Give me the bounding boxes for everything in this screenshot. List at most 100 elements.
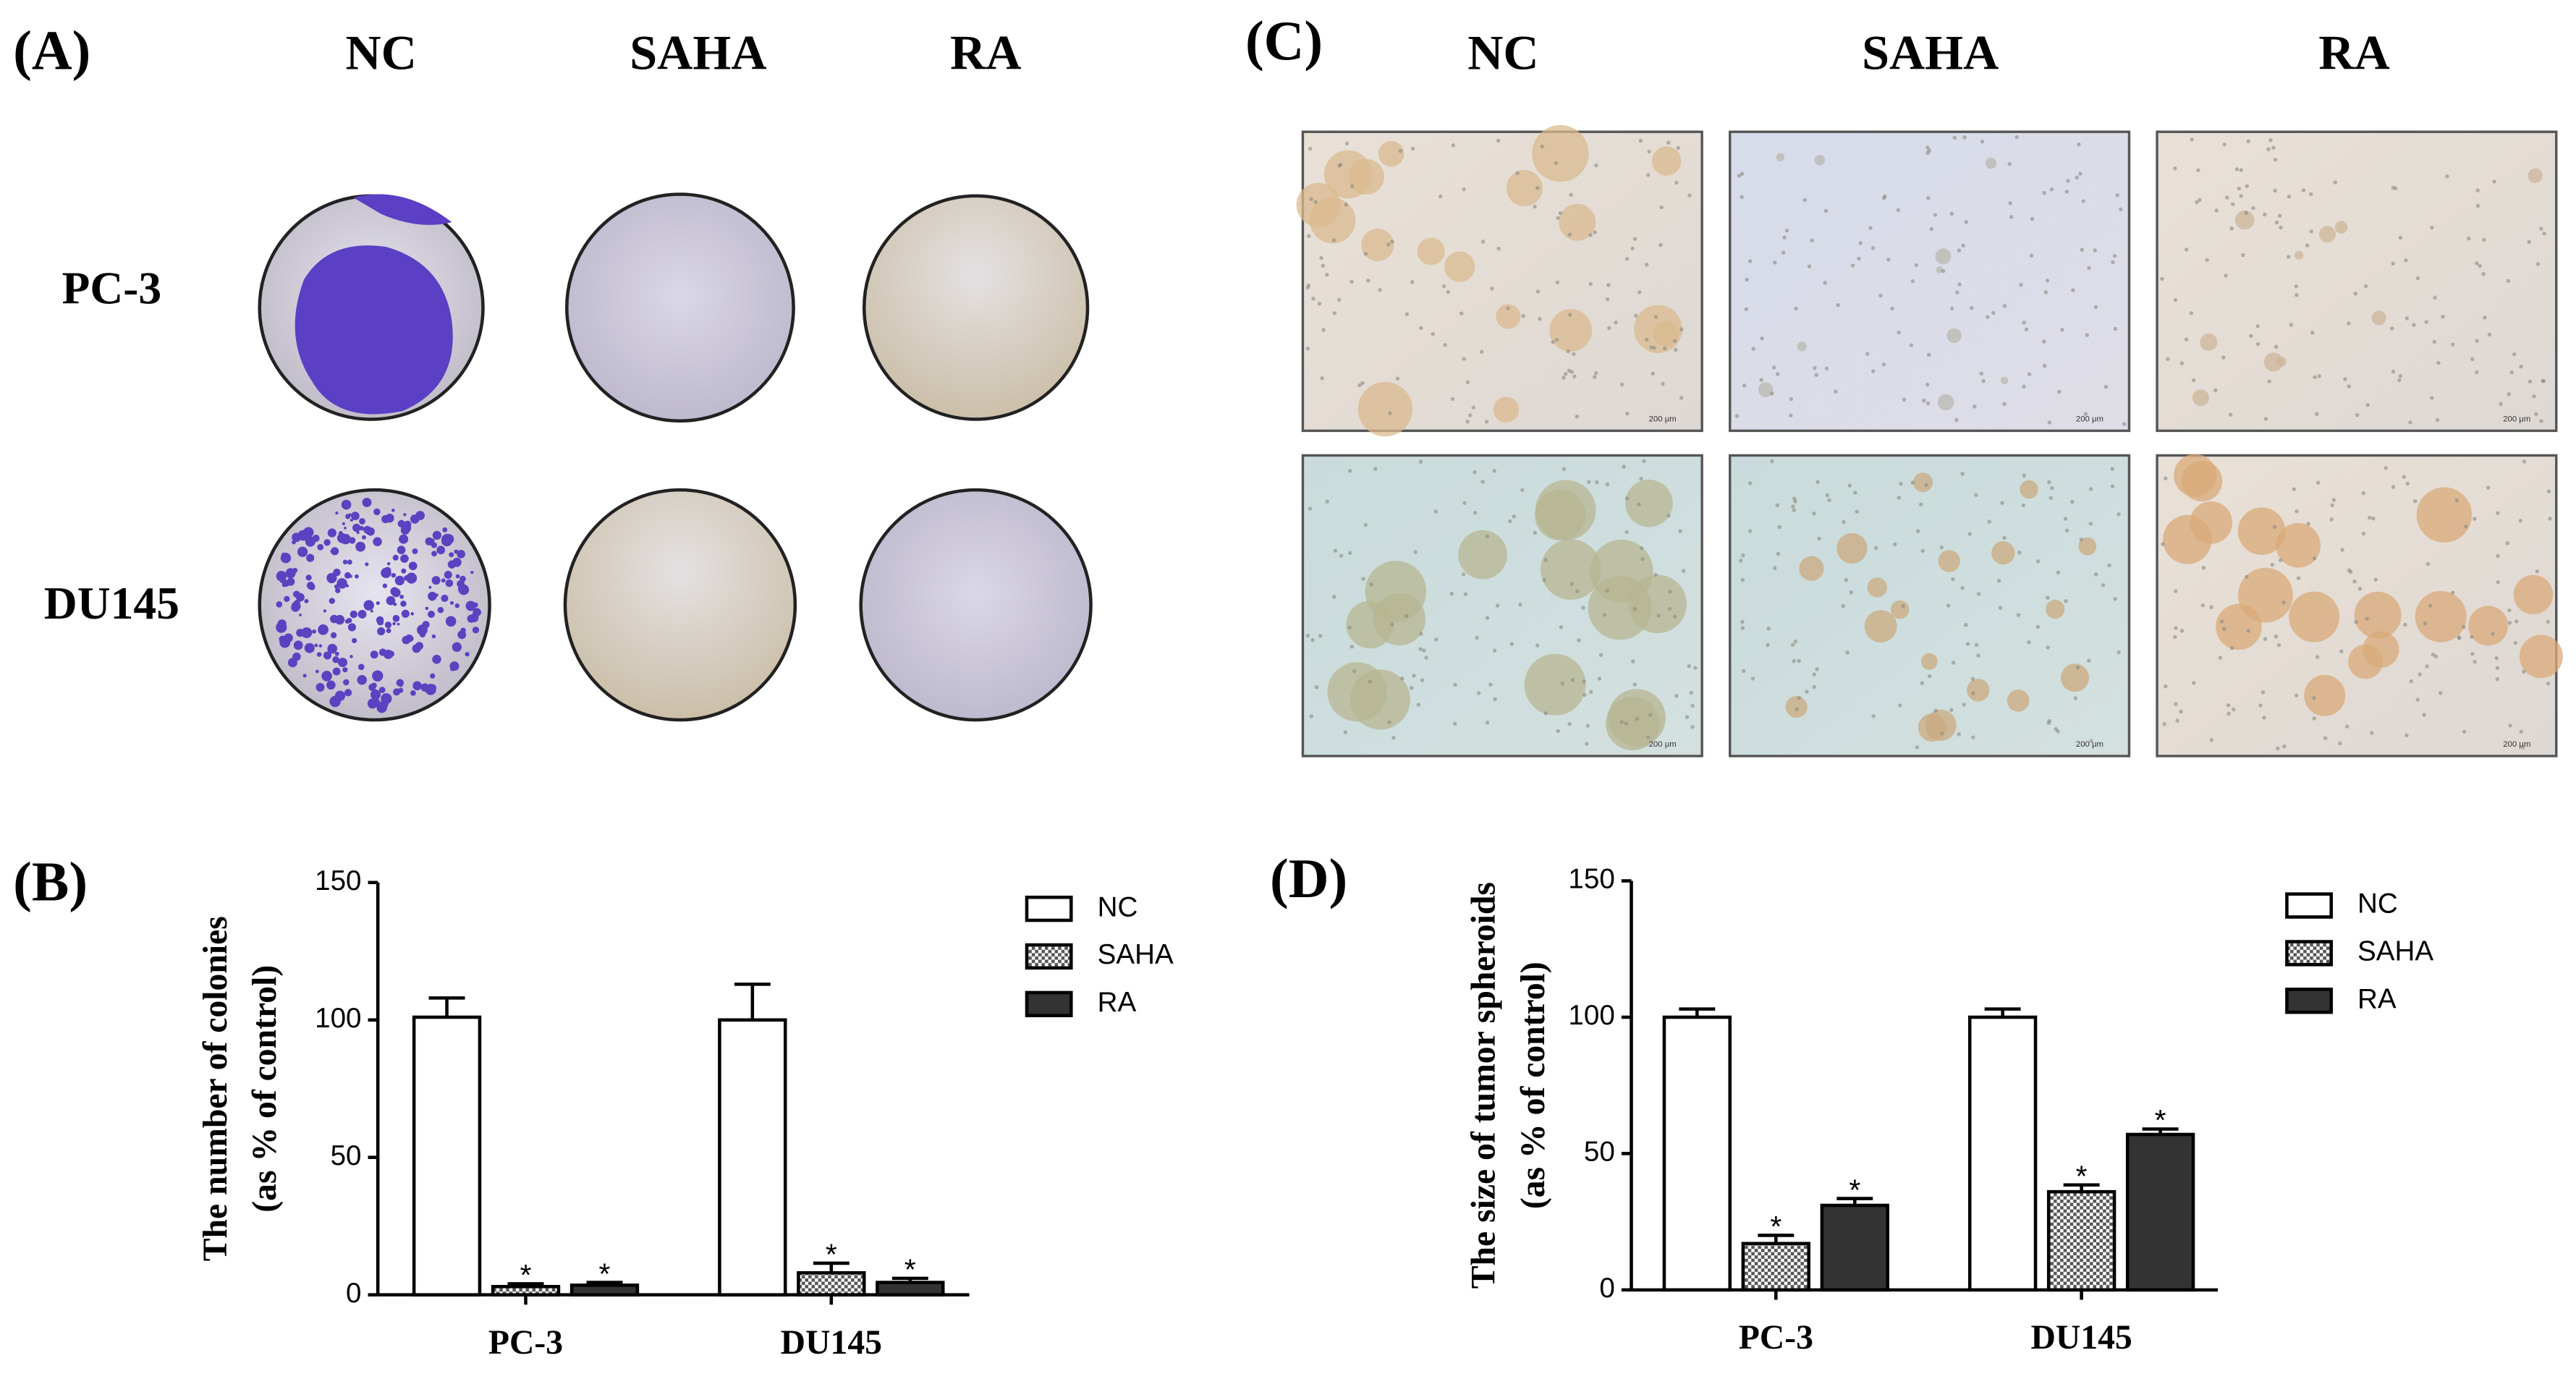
spheroid [1357,381,1413,437]
cell [2262,716,2266,720]
cell [2413,499,2418,504]
cell [1814,373,1818,377]
cell [1632,682,1637,687]
spheroid [1836,532,1868,564]
cell [2022,473,2027,478]
cell [2115,193,2119,198]
colony [312,629,316,634]
cell [2042,190,2046,195]
cell [1395,376,1400,381]
cell [1485,721,1490,725]
cell [1784,228,1789,233]
cell [2292,487,2296,491]
cell [1960,472,1965,476]
colony [308,539,311,542]
cell [2331,498,2336,502]
cell [1624,256,1630,261]
cell [2315,655,2320,659]
colony [457,550,465,559]
cell [1518,602,1522,607]
cell [1331,238,1336,242]
colony [392,554,399,561]
colony [425,684,436,695]
cell [1566,349,1570,354]
cell [1901,603,1905,608]
cell [1871,369,1876,373]
cell [1479,349,1484,355]
cell [2162,722,2166,726]
cell [1412,674,1416,678]
row-label: PC-3 [62,262,162,313]
cell [2000,501,2004,505]
cell [1585,724,1590,728]
cell [1659,205,1664,210]
cell [1556,729,1560,734]
spheroid [1867,577,1887,598]
cell [2403,622,2407,627]
cell [1642,459,1646,464]
spheroid [1890,600,1910,619]
legend-swatch [1025,895,1073,922]
cell [1925,401,1931,406]
colony [431,538,435,543]
colony [396,679,404,687]
cell [2277,213,2282,218]
cell [1791,504,1795,509]
cell [1740,626,1745,630]
colony [331,547,339,556]
spheroid [2078,537,2097,556]
spheroid [2174,454,2217,497]
cell [1588,233,1593,237]
cell [1812,512,1816,516]
colony [276,571,287,582]
colony [391,572,397,578]
colony [321,671,332,682]
bar [797,1270,866,1297]
colony [454,549,459,554]
cell [2230,645,2234,650]
legend-swatch [1025,943,1073,970]
cell [2486,485,2491,490]
cell [2339,649,2344,654]
cell [2397,378,2402,383]
cell [2093,248,2098,253]
cell [1431,331,1435,336]
colony [323,539,331,546]
cell [1386,242,1391,247]
cell [2014,135,2019,140]
cell [2213,388,2218,393]
scale-label: 200 μm [2076,740,2103,749]
cell [1450,396,1455,402]
spheroid [2519,635,2563,679]
colony [306,553,315,562]
cell [1560,681,1564,686]
cell [2347,384,2352,389]
colony [296,629,305,637]
colony [363,600,374,611]
cell [1847,483,1852,488]
cell [2276,746,2280,751]
spheroid [1365,561,1427,622]
colony [292,590,300,598]
cell [1939,731,1944,736]
colony [369,603,373,608]
cell [2263,637,2268,641]
cell [1419,326,1423,331]
colony [398,687,404,693]
cell [2367,515,2372,520]
cell [2002,304,2007,308]
cell [2007,162,2012,166]
cell [2079,537,2084,542]
spheroid [2263,352,2284,372]
cell [1390,622,1394,627]
cell [2402,475,2407,479]
y-tick-label: 0 [346,1278,361,1309]
colony [425,537,433,546]
cell [2279,558,2283,563]
cell [2119,207,2123,212]
cell [2101,583,2106,587]
colony [352,523,361,532]
colony [370,609,373,613]
cell [2112,254,2117,258]
